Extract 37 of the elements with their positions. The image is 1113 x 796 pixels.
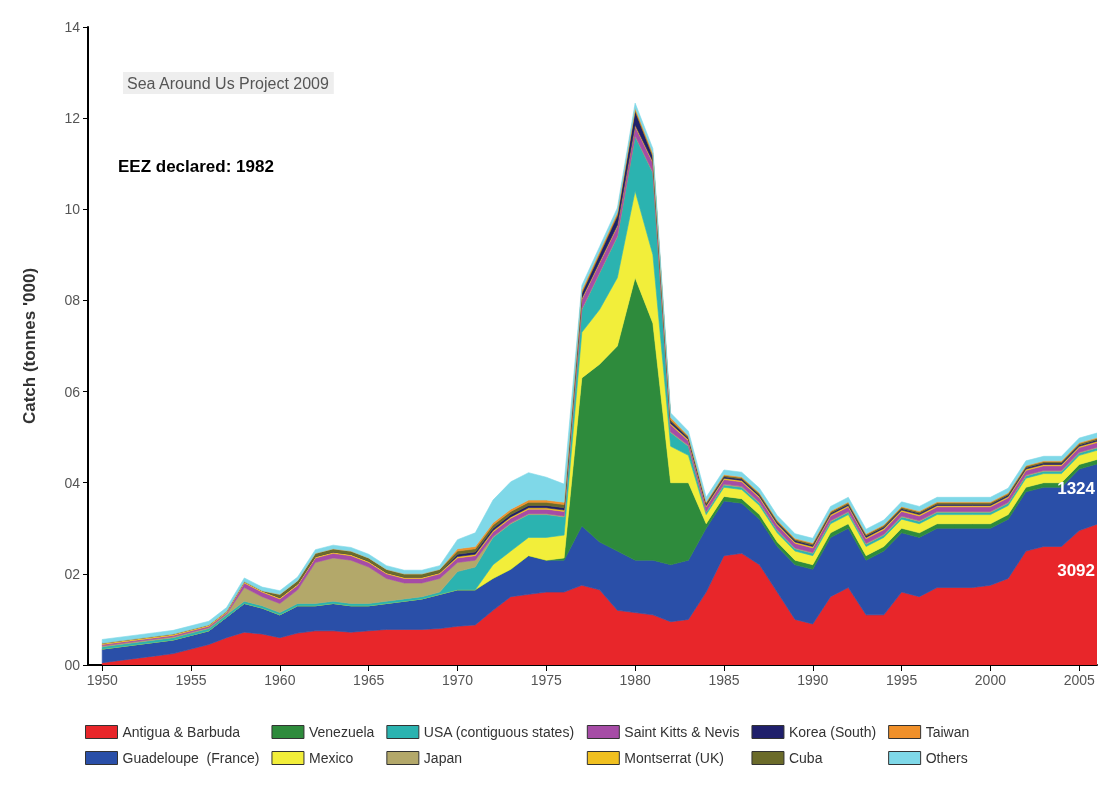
annotation: Sea Around Us Project 2009 [127,74,330,92]
x-tick-label: 1965 [353,672,385,688]
y-tick-label: 14 [64,19,81,35]
x-tick-label: 1955 [175,672,207,688]
legend-label: USA (contiguous states) [423,724,575,740]
legend-label: Antigua & Barbuda [122,724,241,740]
legend-label: Korea (South) [788,724,877,740]
y-tick-label: 04 [64,474,81,491]
x-tick-label: 1980 [619,672,651,688]
y-axis-title: Catch (tonnes '000) [20,267,39,425]
legend-label: Japan [423,750,463,766]
x-tick-label: 1985 [708,672,740,688]
annotation: 3092 [1057,561,1096,580]
annotation: EEZ declared: 1982 [118,157,274,176]
y-tick-label: 00 [64,657,81,673]
legend-label: Guadeloupe (France) [122,750,260,766]
legend-label: Mexico [308,750,354,766]
x-tick-label: 1970 [441,672,474,688]
y-tick-label: 06 [64,383,81,400]
legend-label: Venezuela [308,724,375,740]
x-tick-label: 2000 [974,672,1007,688]
y-tick-label: 10 [64,201,81,218]
y-tick-label: 08 [64,292,81,309]
x-tick-label: 1975 [530,672,563,688]
legend-label: Montserrat (UK) [624,750,724,766]
x-tick-label: 1990 [797,672,829,688]
annotation: 1324 [1057,479,1096,498]
legend-label: Saint Kitts & Nevis [624,724,740,740]
x-tick-label: 2005 [1063,672,1096,688]
y-tick-label: 02 [64,565,81,582]
x-tick-label: 1960 [264,672,296,688]
x-tick-label: 1950 [86,672,118,688]
legend-label: Others [925,750,968,766]
legend-label: Taiwan [925,724,970,740]
y-tick-label: 12 [64,110,81,127]
legend-label: Cuba [788,750,823,766]
x-tick-label: 1995 [886,672,918,688]
